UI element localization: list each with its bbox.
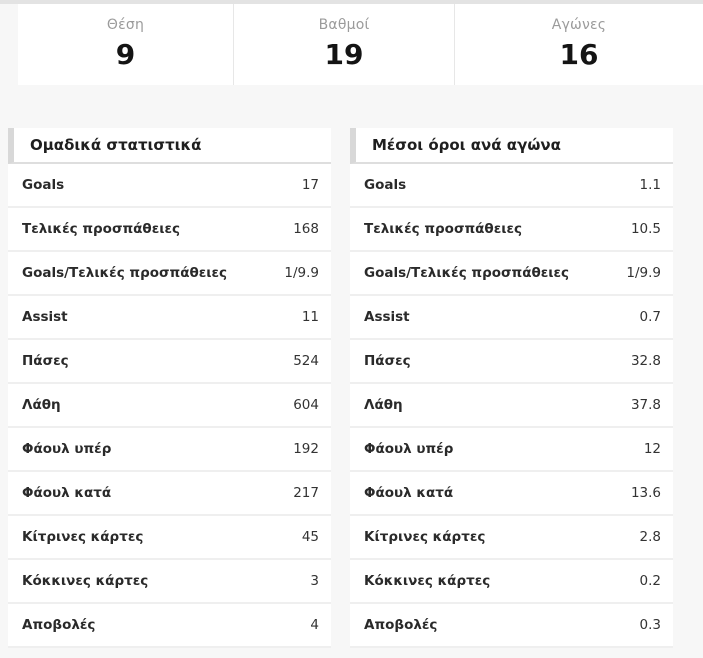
summary-bar: Θέση 9 Βαθμοί 19 Αγώνες 16 [18,4,703,85]
row-label: Τελικές προσπάθειες [22,221,180,237]
row-value: 217 [293,485,319,501]
row-label: Goals/Τελικές προσπάθειες [22,265,228,281]
table-row: Κίτρινες κάρτες 45 [8,516,331,560]
stats-table: Ομαδικά στατιστικά Goals 17 Τελικές προσπά… [8,128,331,648]
table-row: Goals 17 [8,164,331,208]
row-value: 32.8 [630,353,661,369]
summary-card-points: Βαθμοί 19 [233,4,454,85]
row-label: Πάσες [364,353,411,369]
table-row: Goals/Τελικές προσπάθειες 1/9.9 [8,252,331,296]
table-header: Μέσοι όροι ανά αγώνα [350,128,673,164]
row-label: Κίτρινες κάρτες [364,529,486,545]
top-strip [0,0,703,4]
table-row: Κίτρινες κάρτες 2.8 [350,516,673,560]
row-value: 0.2 [639,573,661,589]
row-label: Πάσες [22,353,69,369]
row-value: 13.6 [630,485,661,501]
table-row: Φάουλ κατά 13.6 [350,472,673,516]
table-row: Πάσες 524 [8,340,331,384]
table-row: Assist 11 [8,296,331,340]
table-row: Κόκκινες κάρτες 3 [8,560,331,604]
table-rows: Goals 1.1 Τελικές προσπάθειες 10.5 Goals/Τελ… [350,164,673,648]
row-label: Αποβολές [364,617,438,633]
row-value: 168 [293,221,319,237]
row-value: 0.7 [639,309,661,325]
summary-card-matches: Αγώνες 16 [454,4,703,85]
summary-card-label: Αγώνες [551,17,607,33]
row-value: 524 [293,353,319,369]
table-title: Μέσοι όροι ανά αγώνα [372,136,561,154]
row-value: 1/9.9 [626,265,661,281]
table-row: Αποβολές 4 [8,604,331,648]
row-value: 45 [301,529,319,545]
row-label: Goals/Τελικές προσπάθειες [364,265,570,281]
table-rows: Goals 17 Τελικές προσπάθειες 168 Goals/Τελικ… [8,164,331,648]
row-value: 2.8 [639,529,661,545]
row-value: 604 [293,397,319,413]
row-label: Αποβολές [22,617,96,633]
table-row: Κόκκινες κάρτες 0.2 [350,560,673,604]
row-value: 192 [293,441,319,457]
stats-table: Μέσοι όροι ανά αγώνα Goals 1.1 Τελικές προ… [350,128,673,648]
summary-card-value: 9 [115,38,136,71]
row-label: Goals [22,177,65,193]
table-row: Λάθη 37.8 [350,384,673,428]
table-row: Λάθη 604 [8,384,331,428]
table-row: Τελικές προσπάθειες 168 [8,208,331,252]
row-value: 4 [310,617,319,633]
row-value: 11 [301,309,319,325]
row-label: Τελικές προσπάθειες [364,221,522,237]
row-value: 1/9.9 [284,265,319,281]
table-row: Πάσες 32.8 [350,340,673,384]
summary-card-position: Θέση 9 [18,4,233,85]
summary-card-value: 16 [559,38,599,71]
row-label: Φάουλ υπέρ [22,441,112,457]
row-value: 12 [643,441,661,457]
row-label: Φάουλ κατά [22,485,112,501]
row-label: Λάθη [22,397,61,413]
table-row: Goals/Τελικές προσπάθειες 1/9.9 [350,252,673,296]
table-row: Φάουλ υπέρ 12 [350,428,673,472]
row-label: Goals [364,177,407,193]
summary-card-label: Βαθμοί [318,17,370,33]
row-label: Κίτρινες κάρτες [22,529,144,545]
summary-card-label: Θέση [106,17,145,33]
table-row: Goals 1.1 [350,164,673,208]
table-row: Αποβολές 0.3 [350,604,673,648]
tables-container: Ομαδικά στατιστικά Goals 17 Τελικές προσπά… [8,128,703,648]
row-label: Φάουλ υπέρ [364,441,454,457]
table-row: Τελικές προσπάθειες 10.5 [350,208,673,252]
row-label: Λάθη [364,397,403,413]
row-value: 10.5 [630,221,661,237]
table-row: Φάουλ υπέρ 192 [8,428,331,472]
row-value: 0.3 [639,617,661,633]
row-label: Κόκκινες κάρτες [364,573,491,589]
row-value: 37.8 [630,397,661,413]
table-header: Ομαδικά στατιστικά [8,128,331,164]
row-value: 1.1 [639,177,661,193]
summary-card-value: 19 [324,38,364,71]
table-row: Assist 0.7 [350,296,673,340]
row-label: Φάουλ κατά [364,485,454,501]
row-label: Κόκκινες κάρτες [22,573,149,589]
table-title: Ομαδικά στατιστικά [30,136,202,154]
row-label: Assist [22,309,68,325]
row-label: Assist [364,309,410,325]
table-row: Φάουλ κατά 217 [8,472,331,516]
row-value: 17 [301,177,319,193]
row-value: 3 [310,573,319,589]
